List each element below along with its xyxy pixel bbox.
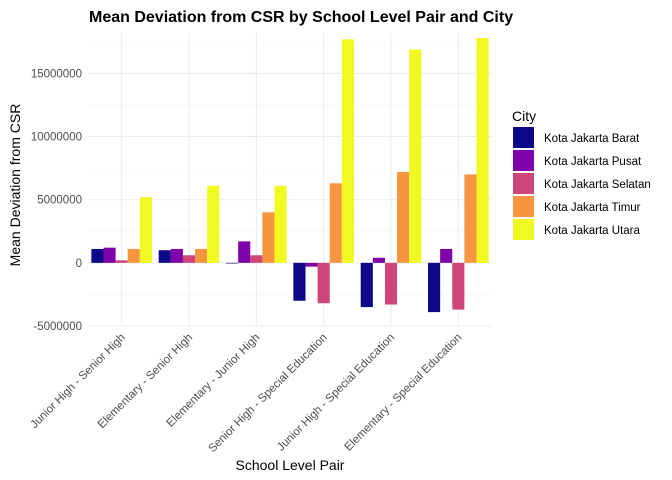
y-axis-ticks: -5000000 0 5000000 10000000 15000000 bbox=[31, 68, 82, 333]
legend-label: Kota Jakarta Selatan bbox=[544, 179, 651, 191]
x-tick-label: Junior High - Special Education bbox=[275, 332, 397, 454]
legend-swatch bbox=[513, 127, 534, 148]
plot-area: -5000000 0 5000000 10000000 15000000 Junior … bbox=[28, 33, 492, 455]
y-tick-label: 15000000 bbox=[31, 68, 82, 80]
bar bbox=[158, 250, 171, 263]
bar bbox=[238, 241, 251, 263]
legend: City Kota Jakarta Barat Kota Jakarta Pusa… bbox=[512, 108, 651, 240]
bar bbox=[372, 257, 385, 263]
bars bbox=[91, 38, 489, 313]
chart-title: Mean Deviation from CSR by School Level … bbox=[89, 9, 513, 26]
x-tick-label: Elementary - Special Education bbox=[343, 332, 465, 454]
bar bbox=[464, 174, 477, 263]
bar bbox=[91, 248, 104, 263]
bar bbox=[329, 183, 342, 263]
legend-swatch bbox=[513, 196, 534, 217]
bar bbox=[139, 197, 152, 263]
legend-label: Kota Jakarta Pusat bbox=[544, 156, 642, 168]
bar bbox=[207, 185, 220, 263]
bar bbox=[127, 248, 140, 263]
legend-swatch bbox=[513, 219, 534, 240]
bar bbox=[360, 262, 373, 308]
bar bbox=[103, 247, 116, 263]
y-tick-label: -5000000 bbox=[33, 321, 82, 333]
bar bbox=[397, 171, 410, 263]
x-tick-label: Senior High - Special Education bbox=[206, 332, 329, 455]
bar bbox=[305, 262, 318, 267]
legend-label: Kota Jakarta Utara bbox=[544, 225, 640, 237]
bar bbox=[476, 38, 489, 263]
legend-swatch bbox=[513, 173, 534, 194]
bar bbox=[452, 262, 465, 310]
bar bbox=[226, 262, 239, 264]
x-axis-title: School Level Pair bbox=[236, 457, 345, 473]
bar bbox=[384, 262, 398, 305]
bar bbox=[115, 260, 128, 263]
legend-items: Kota Jakarta Barat Kota Jakarta Pusat Kota… bbox=[513, 127, 651, 240]
y-axis-title: Mean Deviation from CSR bbox=[7, 104, 23, 267]
legend-swatch bbox=[513, 150, 534, 171]
bar bbox=[341, 39, 354, 263]
bar bbox=[428, 262, 441, 313]
y-tick-label: 10000000 bbox=[31, 132, 82, 144]
bar bbox=[195, 248, 208, 263]
bar bbox=[293, 262, 306, 301]
y-tick-label: 5000000 bbox=[37, 195, 82, 207]
y-tick-label: 0 bbox=[76, 258, 82, 270]
bar bbox=[409, 49, 422, 263]
bar bbox=[274, 185, 287, 263]
bar bbox=[170, 248, 183, 263]
legend-label: Kota Jakarta Timur bbox=[544, 202, 641, 214]
bar bbox=[317, 262, 330, 304]
bar bbox=[440, 248, 453, 263]
legend-label: Kota Jakarta Barat bbox=[544, 133, 640, 145]
legend-title: City bbox=[512, 108, 536, 124]
bar bbox=[250, 255, 263, 263]
bar bbox=[262, 212, 275, 263]
bar bbox=[182, 255, 196, 263]
